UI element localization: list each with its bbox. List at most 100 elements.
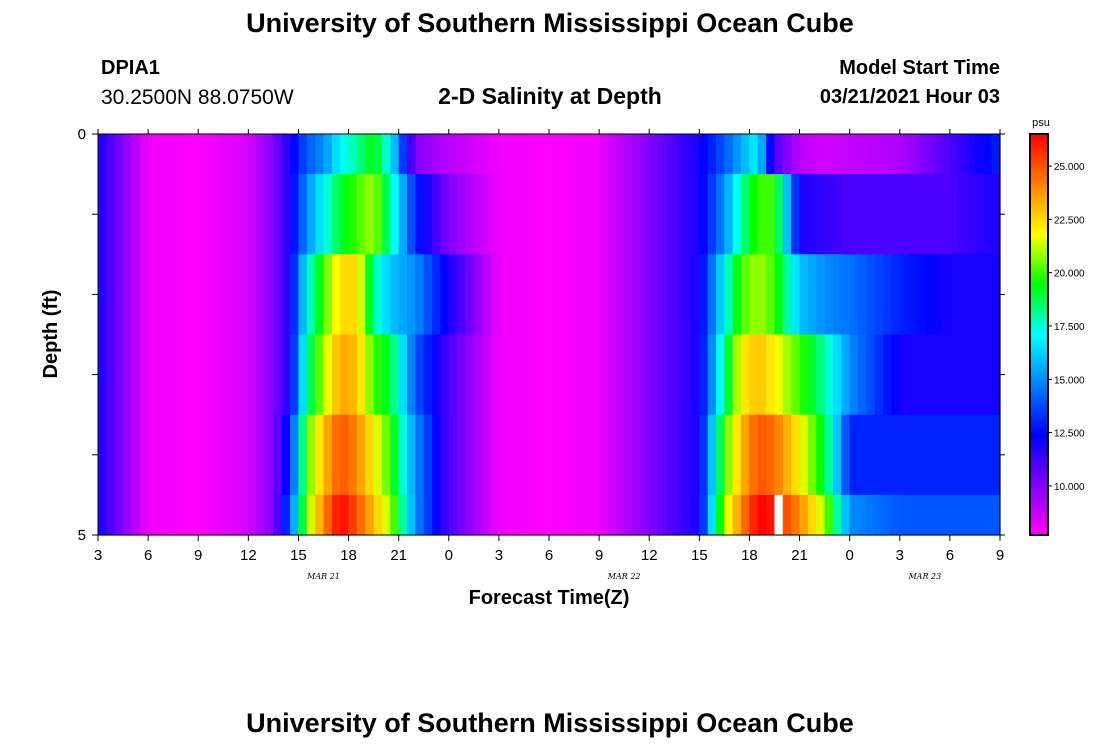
heatmap-cell: [423, 494, 433, 536]
y-axis-title: Depth (ft): [40, 290, 62, 379]
heatmap-cell: [265, 134, 274, 175]
heatmap-cell: [866, 334, 876, 416]
heatmap-cell: [473, 254, 483, 336]
heatmap-cell: [340, 494, 350, 536]
heatmap-cell: [883, 334, 893, 416]
heatmap-cell: [164, 494, 174, 536]
heatmap-cell: [415, 134, 425, 175]
heatmap-cell: [958, 414, 968, 496]
heatmap-cell: [983, 414, 993, 496]
heatmap-cell: [315, 174, 325, 255]
heatmap-cell: [599, 334, 609, 416]
heatmap-cell: [473, 334, 483, 416]
heatmap-cell: [557, 134, 567, 175]
heatmap-cell: [874, 174, 884, 255]
heatmap-cell: [473, 174, 483, 255]
heatmap-cell: [473, 134, 483, 175]
heatmap-cells: [98, 134, 1001, 536]
heatmap-cell: [448, 334, 458, 416]
heatmap-cell: [883, 134, 893, 175]
heatmap-cell: [432, 334, 442, 416]
heatmap-cell: [749, 414, 759, 496]
heatmap-cell: [741, 254, 751, 336]
colorbar-unit-label: psu: [1032, 117, 1050, 129]
heatmap-cell: [507, 414, 517, 496]
heatmap-cell: [665, 414, 675, 496]
heatmap-cell: [791, 174, 801, 255]
heatmap-cell: [657, 414, 667, 496]
heatmap-cell: [615, 134, 625, 175]
heatmap-cell: [482, 494, 492, 536]
heatmap-cell: [891, 134, 901, 175]
heatmap-cell: [381, 414, 391, 496]
heatmap-cell: [173, 174, 183, 255]
heatmap-cell: [682, 174, 692, 255]
heatmap-cell: [440, 494, 450, 536]
heatmap-cell: [549, 494, 558, 536]
heatmap-cell: [290, 494, 300, 536]
heatmap-cell: [832, 134, 842, 175]
heatmap-cell: [866, 414, 876, 496]
heatmap-cell: [916, 134, 926, 175]
heatmap-cell: [490, 494, 500, 536]
heatmap-cell: [198, 414, 208, 496]
heatmap-cell: [315, 254, 325, 336]
heatmap-cell: [139, 334, 149, 416]
x-tick-label: 9: [194, 547, 202, 564]
heatmap-cell: [373, 414, 383, 496]
x-tick-label: 6: [946, 547, 954, 564]
plot-title: 2-D Salinity at Depth: [438, 83, 662, 109]
heatmap-cell: [933, 334, 943, 416]
heatmap-cell: [958, 494, 968, 536]
heatmap-cell: [966, 334, 976, 416]
heatmap-cell: [482, 174, 492, 255]
heatmap-cell: [156, 414, 166, 496]
heatmap-cell: [148, 494, 158, 536]
heatmap-cell: [974, 334, 984, 416]
heatmap-cell: [849, 494, 859, 536]
heatmap-cell: [139, 414, 149, 496]
heatmap-cell: [724, 174, 734, 255]
heatmap-cell: [908, 134, 918, 175]
heatmap-cell: [615, 494, 625, 536]
heatmap-cell: [749, 494, 759, 536]
heatmap-cell: [457, 414, 467, 496]
heatmap-cell: [356, 494, 366, 536]
heatmap-cell: [231, 254, 241, 336]
heatmap-cell: [223, 174, 233, 255]
heatmap-cell: [841, 334, 851, 416]
heatmap-cell: [899, 254, 909, 336]
colorbar-tick-label: 10.000: [1054, 482, 1085, 493]
heatmap-cell: [891, 494, 901, 536]
heatmap-cell: [657, 174, 667, 255]
heatmap-cell: [515, 334, 525, 416]
heatmap-cell: [139, 174, 149, 255]
heatmap-cell: [223, 134, 233, 175]
heatmap-cell: [123, 134, 133, 175]
heatmap-cell: [665, 134, 675, 175]
heatmap-cell: [557, 254, 567, 336]
heatmap-cell: [941, 174, 951, 255]
heatmap-cell: [281, 494, 291, 536]
heatmap-cell: [198, 334, 208, 416]
heatmap-cell: [590, 414, 600, 496]
colorbar-tick-label: 20.000: [1054, 269, 1085, 280]
heatmap-cell: [381, 254, 391, 336]
heatmap-cell: [924, 254, 934, 336]
heatmap-cell: [933, 414, 943, 496]
heatmap-cell: [841, 134, 851, 175]
heatmap-cell: [164, 174, 174, 255]
heatmap-cell: [181, 134, 191, 175]
heatmap-cell: [465, 174, 475, 255]
heatmap-cell: [816, 254, 826, 336]
heatmap-cell: [206, 494, 216, 536]
heatmap-cell: [699, 174, 709, 255]
heatmap-cell: [624, 334, 634, 416]
heatmap-cell: [757, 174, 767, 255]
heatmap-cell: [356, 414, 366, 496]
heatmap-cell: [457, 134, 467, 175]
heatmap-cell: [899, 494, 909, 536]
heatmap-cell: [791, 414, 801, 496]
heatmap-cell: [306, 494, 316, 536]
heatmap-cell: [523, 334, 533, 416]
